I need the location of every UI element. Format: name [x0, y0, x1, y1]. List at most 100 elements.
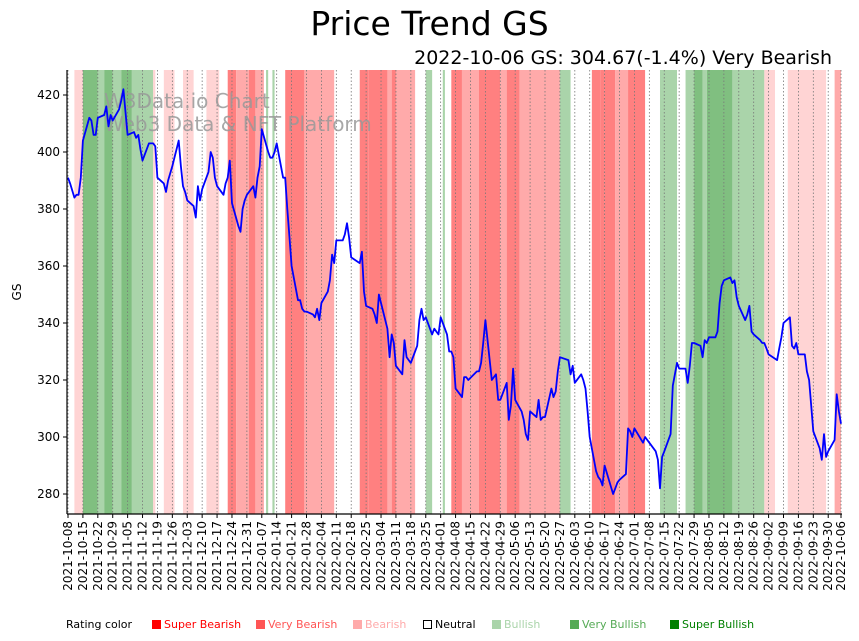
y-tick-label: 420: [37, 88, 60, 102]
x-tick-label: 2022-08-19: [732, 521, 746, 591]
rating-band: [236, 70, 250, 514]
x-tick-label: 2022-03-04: [374, 521, 388, 591]
legend-swatch: [492, 620, 501, 629]
rating-band: [182, 70, 194, 514]
x-tick-label: 2022-09-30: [821, 521, 835, 591]
x-tick-label: 2022-07-08: [642, 521, 656, 591]
rating-band: [163, 70, 175, 514]
x-tick-label: 2022-04-29: [493, 521, 507, 591]
rating-band: [732, 70, 765, 514]
rating-band: [391, 70, 396, 514]
rating-band: [304, 70, 335, 514]
chart-title: Price Trend GS: [310, 4, 549, 43]
legend-swatch: [670, 620, 679, 629]
watermark-line-2: Web3 Data & NFT Platform: [104, 112, 372, 136]
rating-band: [478, 70, 501, 514]
rating-band: [153, 70, 156, 514]
x-tick-label: 2021-11-12: [136, 521, 150, 591]
rating-band: [600, 70, 605, 514]
rating-band: [266, 70, 269, 514]
x-tick-label: 2022-10-06: [834, 521, 848, 591]
x-tick-label: 2021-12-31: [240, 521, 254, 591]
x-tick-label: 2022-02-25: [359, 521, 373, 591]
x-tick-label: 2022-05-13: [523, 521, 537, 591]
rating-band: [787, 70, 827, 514]
x-tick-label: 2022-03-11: [389, 521, 403, 591]
y-tick-label: 360: [37, 259, 60, 273]
rating-band: [604, 70, 616, 514]
rating-band: [395, 70, 416, 514]
legend-label: Bullish: [504, 618, 541, 631]
x-tick-label: 2022-07-15: [657, 521, 671, 591]
rating-band: [559, 70, 571, 514]
x-tick-label: 2022-06-10: [583, 521, 597, 591]
watermark: W3Data.io Chart Web3 Data & NFT Platform: [104, 89, 372, 136]
x-tick-label: 2022-01-21: [285, 521, 299, 591]
legend-swatch: [423, 620, 432, 629]
rating-band: [659, 70, 678, 514]
legend-item: Super Bearish: [152, 618, 241, 631]
x-tick-label: 2022-01-07: [255, 521, 269, 591]
x-tick-label: 2022-08-12: [717, 521, 731, 591]
legend-item: Very Bearish: [256, 618, 337, 631]
x-tick-label: 2022-06-24: [613, 521, 627, 591]
legend-title: Rating color: [66, 618, 133, 631]
x-tick-label: 2022-04-15: [463, 521, 477, 591]
x-tick-label: 2021-11-26: [165, 521, 179, 591]
x-tick-label: 2022-09-16: [791, 521, 805, 591]
rating-band: [387, 70, 392, 514]
rating-band: [451, 70, 462, 514]
x-tick-label: 2022-04-22: [478, 521, 492, 591]
rating-band: [121, 70, 132, 514]
rating-band: [764, 70, 775, 514]
rating-band: [74, 70, 83, 514]
rating-band: [104, 70, 113, 514]
legend-item: Bullish: [492, 618, 540, 631]
rating-band: [255, 70, 264, 514]
legend-label: Neutral: [435, 618, 476, 631]
x-tick-label: 2021-10-22: [91, 521, 105, 591]
legend-item: Very Bullish: [570, 618, 646, 631]
rating-band: [425, 70, 433, 514]
x-tick-label: 2022-05-20: [538, 521, 552, 591]
legend-label: Very Bearish: [268, 618, 338, 631]
legend-label: Bearish: [365, 618, 407, 631]
x-tick-label: 2022-04-01: [434, 521, 448, 591]
x-tick-label: 2022-07-01: [627, 521, 641, 591]
rating-band: [97, 70, 105, 514]
x-tick-label: 2022-08-26: [747, 521, 761, 591]
y-tick-label: 380: [37, 202, 60, 216]
x-tick-label: 2022-07-22: [672, 521, 686, 591]
legend-label: Super Bearish: [164, 618, 242, 631]
rating-band: [685, 70, 695, 514]
x-tick-label: 2022-09-23: [806, 521, 820, 591]
watermark-line-1: W3Data.io Chart: [104, 89, 270, 113]
legend-label: Very Bullish: [582, 618, 647, 631]
x-tick-label: 2021-12-03: [180, 521, 194, 591]
vertical-gridlines: [67, 70, 842, 514]
chart-subtitle: 2022-10-06 GS: 304.67(-1.4%) Very Bearis…: [414, 47, 832, 69]
x-tick-label: 2022-03-18: [404, 521, 418, 591]
x-tick-label: 2022-08-05: [702, 521, 716, 591]
x-tick-label: 2022-05-06: [508, 521, 522, 591]
rating-band: [249, 70, 256, 514]
price-series: [67, 88, 842, 495]
x-tick-label: 2021-12-24: [225, 521, 239, 591]
rating-band: [112, 70, 122, 514]
y-tick-label: 280: [37, 487, 60, 501]
x-tick-label: 2021-11-05: [121, 521, 135, 591]
x-tick-label: 2022-06-17: [598, 521, 612, 591]
y-tick-label: 300: [37, 430, 60, 444]
rating-band: [368, 70, 388, 514]
x-tick-label: 2022-05-27: [553, 521, 567, 591]
x-tick-label: 2021-10-15: [76, 521, 90, 591]
x-tick-label: 2021-10-29: [106, 521, 120, 591]
rating-band: [442, 70, 445, 514]
rating-band: [545, 70, 560, 514]
x-tick-label: 2022-06-03: [568, 521, 582, 591]
y-axis-label: GS: [10, 284, 24, 301]
x-tick-label: 2022-09-02: [762, 521, 776, 591]
rating-band: [706, 70, 733, 514]
rating-band: [591, 70, 601, 514]
